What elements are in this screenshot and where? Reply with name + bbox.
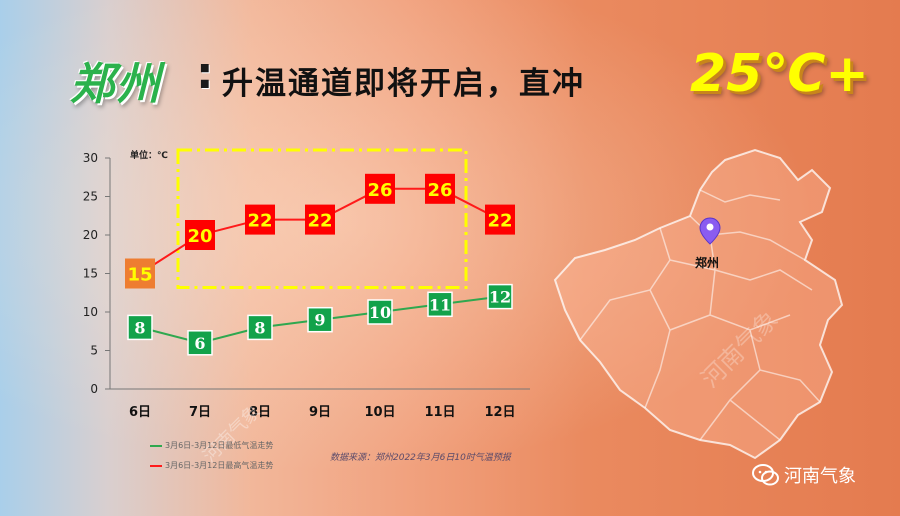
legend-label-low: 3月6日-3月12日最低气温走势 <box>165 441 274 450</box>
brand-badge: 河南气象 <box>752 462 856 488</box>
high-temp-label: 26 <box>427 180 452 201</box>
high-temp-marker <box>125 258 155 289</box>
wechat-icon <box>752 464 779 486</box>
city-boundaries <box>579 189 821 441</box>
high-temp-label: 22 <box>247 211 272 232</box>
low-temp-label: 11 <box>429 295 451 314</box>
low-temp-marker <box>427 291 453 318</box>
y-tick-label: 30 <box>83 151 98 165</box>
high-temp-marker <box>485 204 515 235</box>
location-pin-icon <box>699 217 721 245</box>
x-tick-label: 6日 <box>129 405 151 420</box>
low-temp-marker <box>487 283 513 310</box>
chart-marks: 15 20 22 22 26 26 22 8 6 8 9 10 11 12 <box>125 173 515 356</box>
y-tick-label: 10 <box>83 305 98 319</box>
x-tick-label: 12日 <box>484 405 515 420</box>
legend-swatch-high <box>150 464 162 467</box>
low-temp-label: 6 <box>194 334 205 353</box>
low-temp-marker <box>187 330 213 356</box>
high-temp-label: 22 <box>307 211 332 232</box>
high-temp-marker <box>185 220 215 250</box>
high-temp-label: 20 <box>187 226 212 247</box>
headline: 郑州 : 升温通道即将开启，直冲 25℃+ <box>70 42 890 112</box>
high-temp-label: 26 <box>367 180 392 201</box>
low-temp-label: 8 <box>134 318 145 337</box>
x-tick-label: 10日 <box>364 405 395 420</box>
legend-swatch-low <box>150 444 162 447</box>
temperature-chart: 0 5 10 15 20 25 30 6日 7日 8日 9日 10日 11日 12日 15 20 22 22 26… <box>83 148 530 420</box>
x-tick-label: 7日 <box>189 405 211 420</box>
brand-name: 河南气象 <box>784 466 856 487</box>
x-tick-label: 8日 <box>249 405 271 420</box>
high-temp-marker <box>425 173 455 204</box>
high-temp-label: 15 <box>127 265 152 286</box>
headline-text: 升温通道即将开启，直冲 <box>222 66 585 102</box>
low-temp-label: 9 <box>314 311 325 330</box>
high-temp-marker <box>245 204 275 235</box>
headline-city: 郑州 <box>70 59 162 110</box>
x-tick-label: 11日 <box>424 405 455 420</box>
headline-temperature: 25℃+ <box>690 44 869 104</box>
high-temp-marker <box>365 173 395 204</box>
low-temp-label: 12 <box>489 288 511 307</box>
y-tick-label: 25 <box>83 190 98 204</box>
high-temp-label: 22 <box>487 211 512 232</box>
province-outline <box>553 148 844 460</box>
low-temp-label: 10 <box>369 303 391 322</box>
data-source: 数据来源：郑州2022年3月6日10时气温预报 <box>330 453 511 463</box>
low-temp-marker <box>127 314 153 341</box>
unit-label: 单位：℃ <box>130 149 168 161</box>
low-temp-marker <box>307 306 333 333</box>
chart-legend: 3月6日-3月12日最低气温走势 3月6日-3月12日最高气温走势 <box>150 440 350 480</box>
map-city-label: 郑州 <box>695 255 719 270</box>
y-tick-label: 5 <box>90 344 98 358</box>
y-tick-label: 0 <box>90 382 98 396</box>
henan-map: 郑州 <box>553 148 844 460</box>
chart-axes: 0 5 10 15 20 25 30 6日 7日 8日 9日 10日 11日 12日 <box>83 151 530 420</box>
y-tick-label: 20 <box>83 228 98 242</box>
legend-item-low: 3月6日-3月12日最低气温走势 <box>150 440 273 452</box>
low-temp-marker <box>247 314 273 341</box>
low-temp-label: 8 <box>254 318 265 337</box>
legend-item-high: 3月6日-3月12日最高气温走势 <box>150 460 273 472</box>
y-tick-label: 15 <box>83 267 98 281</box>
low-temp-marker <box>367 299 393 325</box>
headline-colon: : <box>196 48 214 99</box>
highlight-frame <box>176 148 468 289</box>
x-tick-label: 9日 <box>309 405 331 420</box>
legend-label-high: 3月6日-3月12日最高气温走势 <box>165 461 274 470</box>
high-temp-marker <box>305 204 335 235</box>
